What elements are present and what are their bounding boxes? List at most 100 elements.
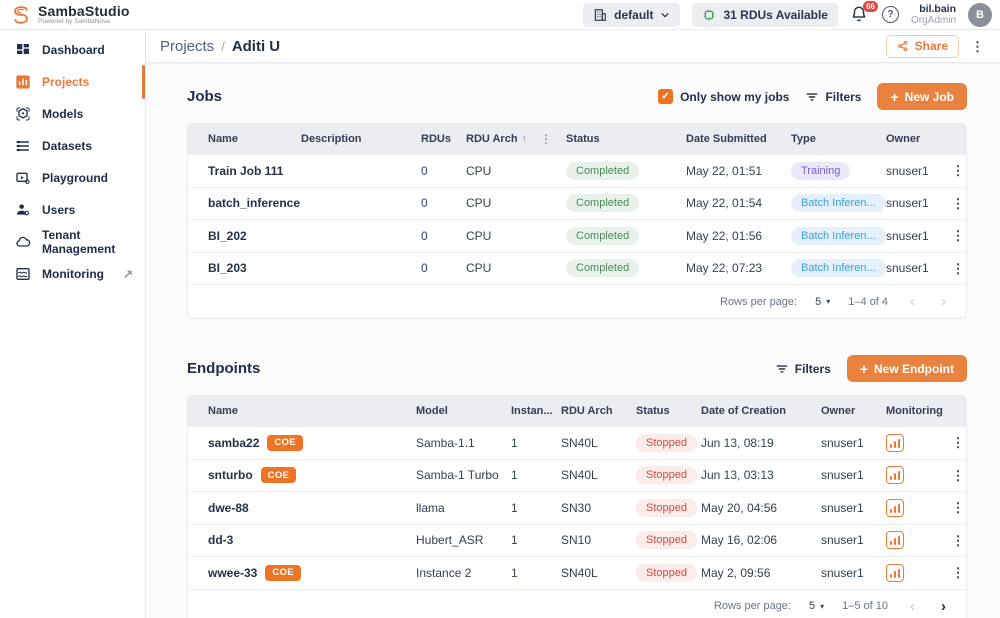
type-badge: Batch Inferen... xyxy=(791,226,886,245)
endpoints-filters-button[interactable]: Filters xyxy=(775,362,831,376)
monitoring-chart-icon[interactable] xyxy=(886,433,904,452)
monitoring-icon xyxy=(14,265,32,283)
sidebar-item-monitoring[interactable]: Monitoring ↗ xyxy=(0,258,145,290)
previous-page-button[interactable]: ‹ xyxy=(910,597,915,615)
jobs-table-header: Name Description RDUs RDU Arch ↑ ⋮ Statu… xyxy=(188,124,966,154)
help-button[interactable]: ? xyxy=(881,6,899,23)
coe-badge: COE xyxy=(260,467,297,484)
playground-icon xyxy=(14,169,32,187)
new-endpoint-button[interactable]: + New Endpoint xyxy=(846,355,967,382)
endpoint-date-of-creation: May 20, 04:56 xyxy=(701,500,778,515)
jobs-col-name[interactable]: Name xyxy=(208,133,238,145)
endpoints-col-instances[interactable]: Instan... xyxy=(511,405,553,417)
avatar[interactable]: B xyxy=(968,2,992,27)
sidebar-item-models[interactable]: Models xyxy=(0,98,145,130)
row-kebab-menu[interactable]: ⋮ xyxy=(951,260,965,276)
table-row[interactable]: BI_202 0 CPU Completed May 22, 01:56 Bat… xyxy=(188,219,966,252)
table-row[interactable]: samba22 COE Samba-1.1 1 SN40L Stopped Ju… xyxy=(188,426,966,459)
table-row[interactable]: snturbo COE Samba-1 Turbo 1 SN40L Stoppe… xyxy=(188,458,966,491)
endpoint-instances: 1 xyxy=(511,533,518,548)
endpoint-rdu-arch: SN40L xyxy=(561,435,598,450)
endpoint-date-of-creation: Jun 13, 03:13 xyxy=(701,468,774,483)
jobs-col-status[interactable]: Status xyxy=(566,133,600,145)
job-rdu-arch: CPU xyxy=(466,196,492,211)
endpoint-model: Instance 2 xyxy=(416,565,472,580)
table-row[interactable]: dd-3 Hubert_ASR 1 SN10 Stopped May 16, 0… xyxy=(188,523,966,556)
tenant-selector[interactable]: default xyxy=(583,2,681,27)
filter-icon xyxy=(805,90,819,104)
next-page-button[interactable]: › xyxy=(941,597,946,615)
rows-per-page-select[interactable]: 5 ▾ xyxy=(815,295,831,308)
new-endpoint-button-label: New Endpoint xyxy=(874,361,954,376)
table-row[interactable]: Train Job 111 0 CPU Completed May 22, 01… xyxy=(188,154,966,187)
jobs-col-owner[interactable]: Owner xyxy=(886,133,921,145)
endpoints-col-status[interactable]: Status xyxy=(636,405,670,417)
sidebar-item-datasets[interactable]: Datasets xyxy=(0,130,145,162)
endpoints-col-rdu-arch[interactable]: RDU Arch xyxy=(561,405,613,417)
job-date-submitted: May 22, 01:56 xyxy=(686,228,763,243)
jobs-col-type[interactable]: Type xyxy=(791,133,816,145)
rows-per-page-label: Rows per page: xyxy=(720,295,798,308)
rows-per-page-select[interactable]: 5 ▾ xyxy=(808,600,825,612)
monitoring-chart-icon[interactable] xyxy=(886,466,904,485)
endpoints-pagination: Rows per page: 5 ▾ 1–5 of 10 ‹ › xyxy=(188,588,966,618)
endpoint-name: snturbo COE xyxy=(208,467,416,484)
next-page-button[interactable]: › xyxy=(941,293,946,310)
jobs-header-kebab-menu[interactable]: ⋮ xyxy=(540,132,552,146)
endpoints-col-owner[interactable]: Owner xyxy=(821,405,856,417)
endpoints-col-monitoring[interactable]: Monitoring xyxy=(886,405,943,417)
page-header: Projects / Aditi U Share ⋮ xyxy=(146,30,1000,63)
notification-count-badge: 66 xyxy=(863,0,878,13)
table-row[interactable]: dwe-88 llama 1 SN30 Stopped May 20, 04:5… xyxy=(188,491,966,524)
only-show-my-jobs-checkbox[interactable]: ✓ Only show my jobs xyxy=(658,89,789,104)
rdus-available-indicator[interactable]: 31 RDUs Available xyxy=(692,2,838,27)
monitoring-chart-icon[interactable] xyxy=(886,563,904,582)
sidebar-item-label: Dashboard xyxy=(42,43,105,57)
row-kebab-menu[interactable]: ⋮ xyxy=(951,565,965,581)
row-kebab-menu[interactable]: ⋮ xyxy=(951,228,965,244)
app-subtitle: Powered by SambaNova xyxy=(38,17,110,25)
previous-page-button[interactable]: ‹ xyxy=(910,293,915,310)
row-kebab-menu[interactable]: ⋮ xyxy=(951,532,965,548)
endpoints-col-date-of-creation[interactable]: Date of Creation xyxy=(701,405,786,417)
breadcrumb-projects-link[interactable]: Projects xyxy=(160,37,215,55)
row-kebab-menu[interactable]: ⋮ xyxy=(951,195,965,211)
sidebar-item-label: Projects xyxy=(42,75,90,89)
monitoring-chart-icon[interactable] xyxy=(886,498,904,517)
filter-icon xyxy=(775,362,789,376)
monitoring-chart-icon[interactable] xyxy=(886,531,904,550)
jobs-col-description[interactable]: Description xyxy=(301,133,362,145)
checkbox-check-icon: ✓ xyxy=(658,89,674,104)
job-owner: snuser1 xyxy=(886,228,929,243)
row-kebab-menu[interactable]: ⋮ xyxy=(951,163,965,179)
tenant-selector-value: default xyxy=(614,7,654,22)
jobs-col-rdu-arch[interactable]: RDU Arch ↑ xyxy=(466,133,528,145)
jobs-filters-button[interactable]: Filters xyxy=(805,90,861,104)
endpoints-col-model[interactable]: Model xyxy=(416,405,448,417)
endpoints-col-name[interactable]: Name xyxy=(208,405,238,417)
row-kebab-menu[interactable]: ⋮ xyxy=(951,500,965,516)
new-job-button[interactable]: + New Job xyxy=(877,83,967,110)
endpoint-instances: 1 xyxy=(511,435,518,450)
sidebar-item-users[interactable]: Users xyxy=(0,194,145,226)
table-row[interactable]: wwee-33 COE Instance 2 1 SN40L Stopped M… xyxy=(188,556,966,589)
page-kebab-menu[interactable]: ⋮ xyxy=(971,38,984,54)
notifications-button[interactable]: 66 xyxy=(850,0,878,25)
sidebar-item-playground[interactable]: Playground xyxy=(0,162,145,194)
sidebar-item-dashboard[interactable]: Dashboard xyxy=(0,34,145,66)
endpoint-owner: snuser1 xyxy=(821,533,864,548)
share-button[interactable]: Share xyxy=(885,34,959,58)
sidebar-item-tenant-management[interactable]: Tenant Management xyxy=(0,226,145,258)
sidebar-item-projects[interactable]: Projects xyxy=(0,65,145,99)
job-date-submitted: May 22, 01:54 xyxy=(686,196,763,211)
endpoint-rdu-arch: SN10 xyxy=(561,533,592,548)
row-kebab-menu[interactable]: ⋮ xyxy=(951,467,965,483)
app-title: SambaStudio xyxy=(38,2,130,19)
jobs-col-date-submitted[interactable]: Date Submitted xyxy=(686,133,767,145)
jobs-col-rdus[interactable]: RDUs xyxy=(421,133,451,145)
table-row[interactable]: BI_203 0 CPU Completed May 22, 07:23 Bat… xyxy=(188,251,966,284)
breadcrumb: Projects / Aditi U xyxy=(160,38,280,55)
building-icon xyxy=(593,8,607,22)
row-kebab-menu[interactable]: ⋮ xyxy=(951,435,965,451)
table-row[interactable]: batch_inference 0 CPU Completed May 22, … xyxy=(188,186,966,219)
